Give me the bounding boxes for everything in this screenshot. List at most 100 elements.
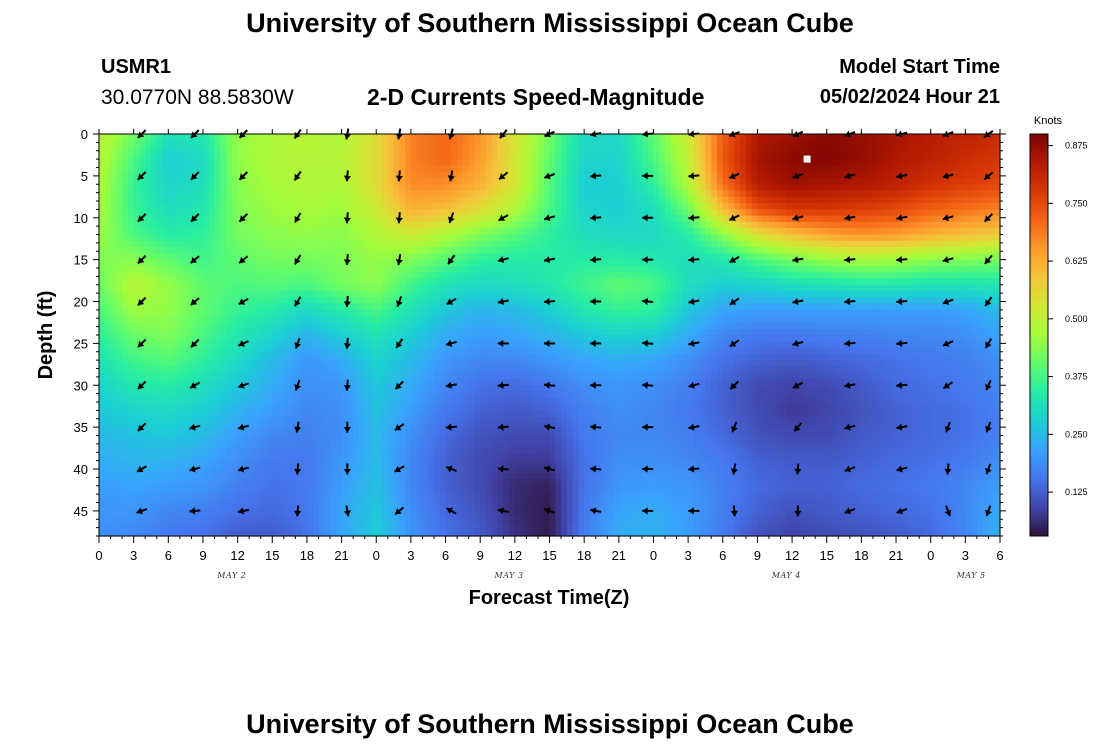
- heatmap-cell: [705, 247, 712, 254]
- heatmap-cell: [907, 228, 914, 236]
- heatmap-cell: [220, 240, 227, 248]
- heatmap-cell: [786, 303, 793, 311]
- heatmap-cell: [624, 291, 631, 298]
- heatmap-cell: [601, 297, 608, 305]
- heatmap-cell: [976, 265, 984, 273]
- heatmap-cell: [364, 303, 372, 311]
- heatmap-cell: [278, 303, 285, 311]
- heatmap-cell: [364, 146, 372, 154]
- heatmap-cell: [994, 221, 1001, 229]
- heatmap-cell: [532, 272, 539, 280]
- heatmap-cell: [133, 228, 141, 236]
- heatmap-cell: [774, 328, 782, 336]
- heatmap-cell: [734, 203, 741, 210]
- heatmap-cell: [872, 297, 880, 305]
- heatmap-cell: [913, 146, 920, 154]
- heatmap-cell: [976, 134, 984, 141]
- heatmap-cell: [543, 228, 551, 236]
- heatmap-cell: [636, 228, 643, 236]
- heatmap-cell: [757, 272, 764, 280]
- heatmap-cell: [139, 134, 146, 141]
- heatmap-cell: [711, 259, 718, 267]
- heatmap-cell: [387, 221, 395, 229]
- heatmap-cell: [174, 190, 181, 198]
- heatmap-cell: [191, 316, 198, 324]
- heatmap-cell: [693, 278, 701, 286]
- heatmap-cell: [520, 234, 527, 242]
- heatmap-cell: [231, 203, 239, 210]
- heatmap-cell: [930, 190, 938, 198]
- heatmap-cell: [971, 152, 978, 160]
- heatmap-cell: [867, 259, 874, 267]
- heatmap-cell: [318, 240, 325, 248]
- heatmap-cell: [745, 253, 753, 261]
- heatmap-cell: [578, 309, 585, 317]
- heatmap-cell: [353, 291, 360, 298]
- heatmap-cell: [716, 240, 724, 248]
- heatmap-cell: [405, 177, 412, 185]
- heatmap-cell: [99, 140, 106, 148]
- heatmap-cell: [768, 253, 776, 261]
- heatmap-cell: [601, 309, 608, 317]
- heatmap-cell: [139, 152, 146, 160]
- heatmap-cell: [474, 240, 481, 248]
- heatmap-cell: [832, 165, 839, 173]
- heatmap-cell: [243, 303, 250, 311]
- heatmap-cell: [295, 247, 302, 254]
- heatmap-cell: [618, 328, 626, 336]
- heatmap-cell: [306, 253, 314, 261]
- heatmap-cell: [768, 140, 776, 148]
- heatmap-cell: [849, 209, 857, 217]
- heatmap-cell: [688, 253, 695, 261]
- heatmap-cell: [613, 328, 620, 336]
- heatmap-cell: [716, 278, 724, 286]
- heatmap-cell: [578, 159, 585, 167]
- heatmap-cell: [462, 165, 470, 173]
- heatmap-cell: [994, 159, 1001, 167]
- heatmap-cell: [855, 184, 862, 192]
- heatmap-cell: [849, 140, 857, 148]
- heatmap-cell: [607, 322, 614, 330]
- heatmap-cell: [855, 190, 862, 198]
- heatmap-cell: [393, 265, 400, 273]
- heatmap-cell: [665, 284, 672, 292]
- heatmap-cell: [734, 146, 741, 154]
- heatmap-cell: [468, 152, 476, 160]
- heatmap-cell: [306, 291, 314, 298]
- heatmap-cell: [99, 272, 106, 280]
- heatmap-cell: [220, 190, 227, 198]
- heatmap-cell: [792, 177, 799, 185]
- heatmap-cell: [768, 328, 776, 336]
- heatmap-cell: [399, 278, 406, 286]
- heatmap-cell: [555, 184, 562, 192]
- heatmap-cell: [896, 134, 903, 141]
- heatmap-cell: [601, 265, 608, 273]
- heatmap-cell: [751, 209, 759, 217]
- heatmap-cell: [497, 303, 504, 311]
- heatmap-cell: [561, 152, 568, 160]
- heatmap-cell: [728, 146, 735, 154]
- heatmap-cell: [763, 215, 770, 223]
- heatmap-cell: [376, 190, 383, 198]
- heatmap-cell: [792, 265, 799, 273]
- heatmap-cell: [220, 159, 227, 167]
- heatmap-cell: [122, 234, 129, 242]
- heatmap-cell: [757, 291, 764, 298]
- heatmap-cell: [410, 309, 418, 317]
- heatmap-cell: [127, 196, 135, 204]
- heatmap-cell: [226, 316, 233, 324]
- heatmap-cell: [820, 190, 828, 198]
- heatmap-cell: [659, 215, 666, 223]
- heatmap-cell: [324, 328, 331, 336]
- heatmap-cell: [936, 171, 943, 179]
- heatmap-cell: [676, 171, 683, 179]
- heatmap-cell: [480, 152, 487, 160]
- heatmap-cell: [393, 177, 400, 185]
- heatmap-cell: [474, 309, 481, 317]
- heatmap-cell: [607, 146, 614, 154]
- heatmap-cell: [497, 253, 504, 261]
- heatmap-cell: [110, 152, 117, 160]
- heatmap-cell: [976, 247, 984, 254]
- heatmap-cell: [324, 247, 331, 254]
- heatmap-cell: [734, 303, 741, 311]
